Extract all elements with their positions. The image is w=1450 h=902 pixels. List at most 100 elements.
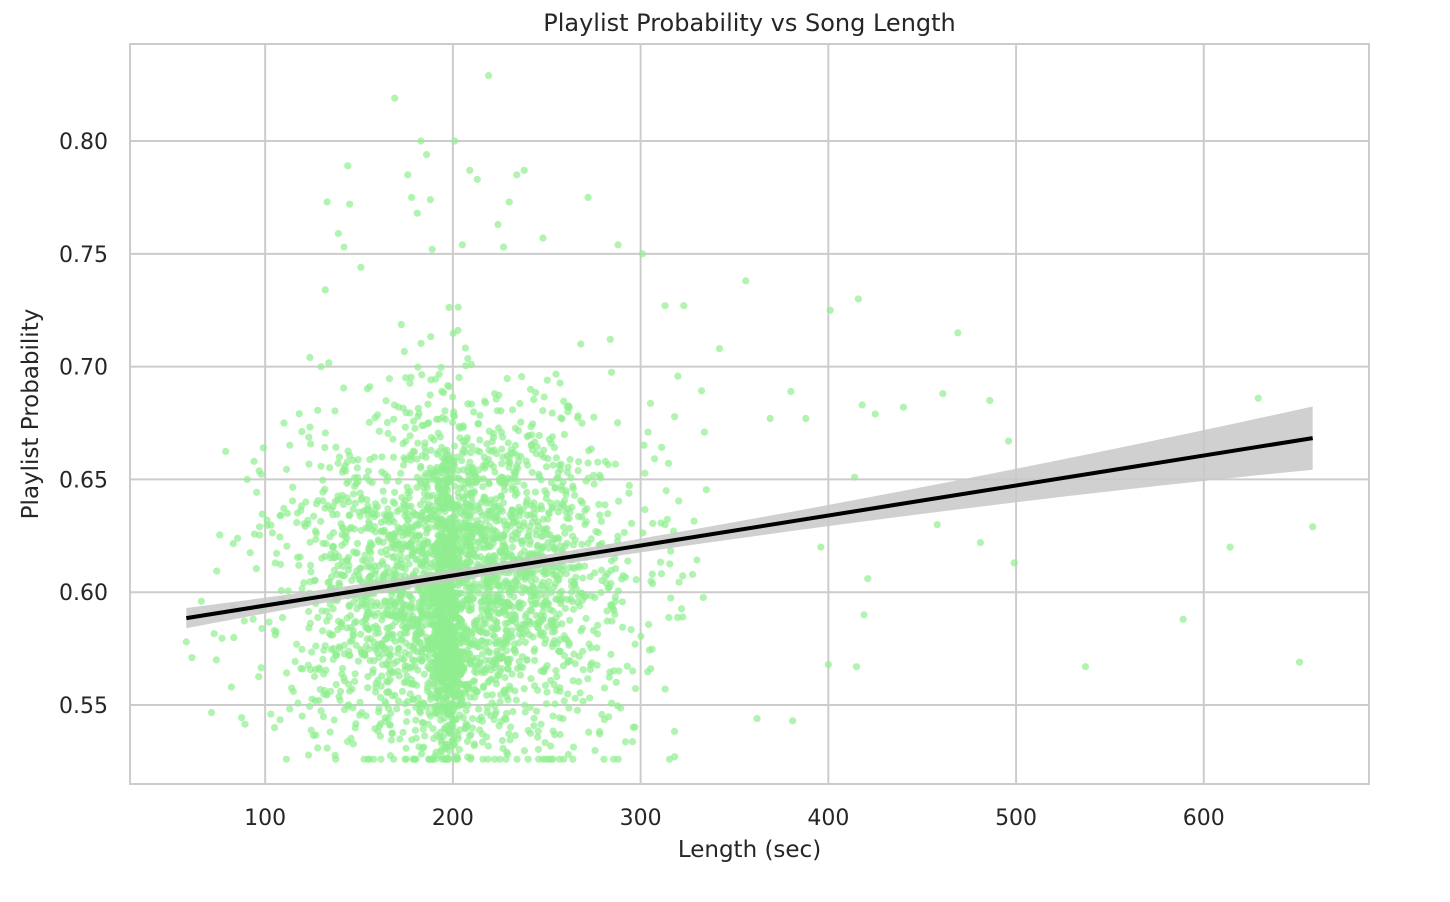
scatter-point	[255, 531, 264, 539]
scatter-point	[406, 539, 415, 547]
scatter-point	[505, 198, 513, 206]
scatter-point	[615, 667, 623, 675]
scatter-point	[679, 572, 687, 580]
scatter-point	[353, 605, 361, 613]
scatter-point	[487, 507, 495, 515]
scatter-point	[480, 682, 488, 690]
scatter-point	[574, 512, 583, 521]
scatter-point	[420, 496, 428, 504]
scatter-point	[566, 524, 574, 532]
scatter-point	[276, 716, 284, 724]
scatter-point	[376, 732, 384, 740]
scatter-point	[514, 603, 522, 611]
scatter-point	[441, 538, 449, 547]
scatter-point	[527, 549, 535, 558]
scatter-point	[646, 399, 655, 407]
scatter-point	[243, 475, 251, 484]
scatter-point	[478, 650, 487, 658]
scatter-point	[559, 478, 567, 486]
scatter-point	[473, 447, 481, 455]
scatter-point	[448, 654, 456, 662]
scatter-point	[521, 622, 530, 630]
scatter-point	[534, 733, 542, 741]
scatter-point	[473, 175, 481, 183]
scatter-point	[555, 647, 563, 656]
scatter-point	[374, 676, 382, 684]
scatter-point	[546, 531, 554, 539]
scatter-point	[370, 755, 378, 763]
scatter-point	[502, 755, 510, 763]
scatter-point	[427, 611, 435, 619]
scatter-point	[322, 666, 330, 674]
scatter-point	[318, 554, 326, 562]
scatter-point	[753, 714, 761, 723]
scatter-point	[306, 619, 314, 627]
scatter-point	[662, 487, 670, 495]
scatter-point	[371, 505, 379, 513]
scatter-point	[449, 393, 457, 401]
scatter-point	[545, 577, 553, 586]
scatter-point	[454, 682, 462, 690]
scatter-point	[306, 666, 315, 674]
scatter-point	[395, 477, 403, 485]
scatter-point	[456, 658, 464, 666]
scatter-point	[382, 397, 390, 405]
scatter-point	[495, 609, 503, 618]
scatter-point	[404, 528, 412, 536]
scatter-point	[398, 687, 407, 695]
scatter-point	[520, 685, 528, 693]
scatter-point	[456, 639, 464, 648]
scatter-point	[501, 686, 509, 694]
scatter-point	[418, 558, 426, 566]
scatter-point	[483, 543, 491, 551]
scatter-point	[607, 567, 615, 575]
scatter-point	[408, 512, 416, 520]
scatter-point	[246, 549, 254, 557]
scatter-point	[466, 604, 474, 613]
scatter-point	[319, 713, 328, 721]
scatter-point	[802, 414, 810, 423]
scatter-point	[558, 587, 566, 596]
scatter-point	[474, 539, 482, 547]
scatter-point	[552, 454, 561, 462]
scatter-point	[498, 652, 506, 660]
scatter-point	[456, 700, 464, 708]
scatter-point	[414, 629, 422, 637]
scatter-point	[415, 532, 424, 540]
scatter-point	[462, 707, 470, 715]
scatter-point	[497, 492, 505, 501]
scatter-point	[270, 724, 279, 732]
scatter-point	[520, 629, 528, 637]
scatter-point	[524, 755, 532, 763]
scatter-point	[601, 572, 609, 580]
scatter-point	[310, 512, 318, 520]
scatter-point	[362, 642, 371, 650]
scatter-point	[614, 419, 622, 427]
scatter-point	[592, 527, 600, 536]
scatter-point	[289, 687, 297, 696]
scatter-point	[434, 470, 443, 478]
scatter-point	[539, 515, 548, 523]
scatter-point	[614, 755, 622, 763]
scatter-point	[535, 431, 543, 440]
scatter-point	[331, 407, 339, 415]
scatter-point	[824, 660, 832, 669]
scatter-point	[367, 548, 375, 557]
scatter-point	[459, 714, 467, 722]
scatter-point	[508, 406, 517, 414]
scatter-point	[485, 522, 494, 530]
scatter-point	[455, 535, 463, 543]
scatter-point	[484, 71, 493, 80]
scatter-point	[453, 622, 461, 630]
scatter-point	[656, 558, 665, 566]
scatter-point	[423, 484, 431, 492]
scatter-point	[442, 659, 450, 667]
scatter-point	[542, 755, 550, 763]
scatter-point	[627, 519, 636, 528]
scatter-point	[521, 575, 529, 583]
scatter-point	[1010, 559, 1018, 567]
scatter-point	[514, 623, 522, 631]
scatter-point	[504, 458, 513, 466]
scatter-point	[317, 462, 325, 470]
scatter-point	[521, 638, 530, 646]
